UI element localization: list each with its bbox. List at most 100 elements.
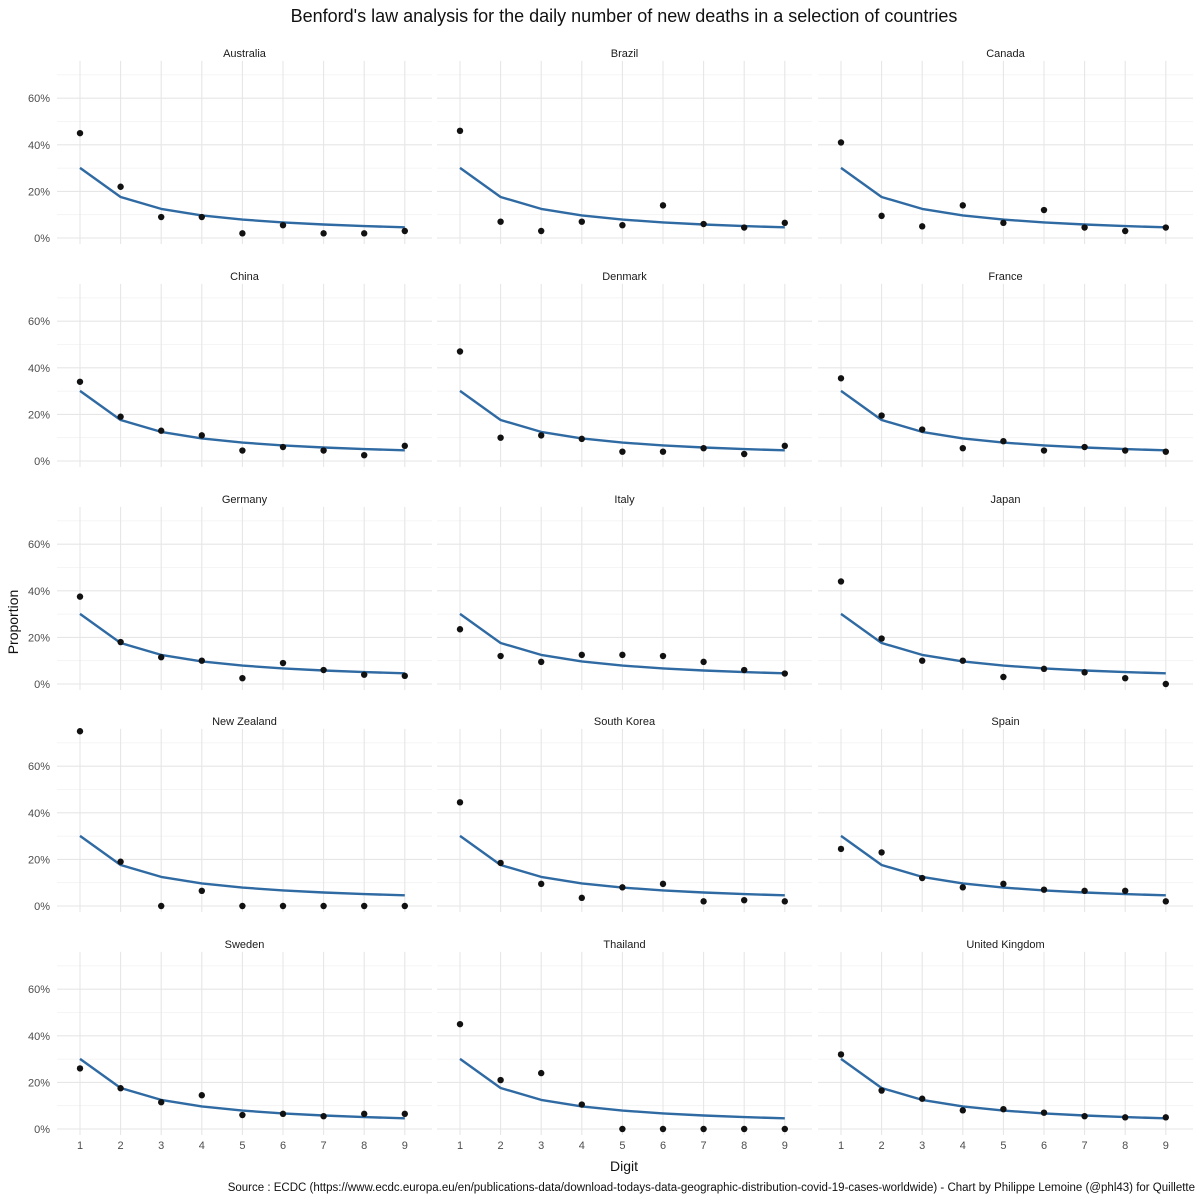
- y-tick-label: 60%: [28, 761, 50, 773]
- observed-point: [878, 849, 885, 856]
- observed-point: [1162, 448, 1170, 455]
- observed-point: [117, 413, 124, 420]
- observed-point: [158, 902, 165, 910]
- observed-point: [117, 638, 124, 646]
- facet-panel: Sweden 0% 20% 40% 60% 1 2 3 4 5 6 7 8 9: [28, 939, 432, 1152]
- observed-point: [538, 1069, 545, 1077]
- observed-point: [700, 658, 707, 666]
- observed-point: [497, 859, 504, 867]
- observed-point: [1081, 669, 1088, 676]
- observed-point: [1162, 680, 1170, 688]
- observed-point: [1000, 1105, 1007, 1113]
- facet-panel: Italy: [437, 494, 812, 690]
- facet-panel: Denmark: [437, 271, 812, 467]
- x-tick-label: 2: [498, 1140, 504, 1152]
- facet-panel: Spain: [818, 716, 1193, 912]
- observed-point: [781, 442, 788, 450]
- observed-point: [361, 1110, 368, 1118]
- observed-point: [497, 652, 504, 660]
- observed-point: [239, 902, 246, 910]
- observed-point: [619, 884, 626, 891]
- observed-point: [320, 666, 327, 674]
- observed-point: [700, 1125, 707, 1133]
- observed-point: [401, 1110, 408, 1118]
- y-tick-label: 40%: [28, 363, 50, 375]
- y-tick-label: 20%: [28, 186, 50, 198]
- observed-point: [456, 348, 464, 355]
- observed-point: [497, 218, 504, 225]
- observed-point: [781, 219, 788, 227]
- observed-point: [837, 1051, 845, 1058]
- x-tick-label: 6: [1041, 1140, 1047, 1152]
- observed-point: [1000, 673, 1007, 681]
- observed-point: [919, 657, 926, 664]
- observed-point: [659, 880, 667, 888]
- observed-point: [401, 227, 408, 235]
- observed-point: [578, 218, 585, 225]
- benford-expected-line: [840, 834, 1166, 897]
- observed-point: [919, 874, 926, 882]
- observed-point: [538, 227, 545, 235]
- observed-point: [239, 447, 246, 454]
- observed-point: [1040, 206, 1048, 214]
- observed-point: [659, 652, 667, 660]
- y-tick-label: 0%: [34, 679, 50, 691]
- observed-point: [878, 212, 885, 220]
- observed-point: [361, 671, 368, 678]
- observed-point: [158, 213, 165, 221]
- observed-point: [919, 426, 926, 433]
- facet-panel: China 0% 20% 40% 60%: [28, 271, 432, 468]
- x-axis-title: Digit: [610, 1158, 638, 1174]
- observed-point: [741, 896, 748, 904]
- observed-point: [456, 1020, 464, 1028]
- observed-point: [959, 657, 966, 664]
- facet-label: New Zealand: [212, 716, 277, 728]
- benford-expected-line: [459, 166, 785, 229]
- facet-panel: Canada: [818, 48, 1193, 244]
- observed-point: [158, 427, 165, 434]
- facet-label: Canada: [986, 48, 1025, 60]
- observed-point: [320, 902, 327, 910]
- observed-point: [837, 375, 845, 382]
- x-tick-label: 5: [1000, 1140, 1006, 1152]
- observed-point: [76, 728, 84, 735]
- observed-point: [578, 1101, 585, 1108]
- chart-title: Benford's law analysis for the daily num…: [291, 6, 958, 26]
- observed-point: [959, 444, 966, 452]
- facet-panel: New Zealand 0% 20% 40% 60%: [28, 716, 432, 913]
- observed-point: [659, 202, 667, 209]
- y-tick-label: 0%: [34, 456, 50, 468]
- observed-point: [538, 432, 545, 439]
- observed-point: [1040, 1109, 1048, 1116]
- x-tick-label: 3: [538, 1140, 544, 1152]
- observed-point: [1081, 224, 1088, 231]
- facet-label: China: [230, 271, 260, 283]
- facet-label: Brazil: [611, 48, 639, 60]
- facet-label: Australia: [223, 48, 267, 60]
- benford-expected-line: [79, 166, 405, 229]
- observed-point: [117, 183, 124, 190]
- y-tick-label: 0%: [34, 233, 50, 245]
- observed-point: [279, 443, 287, 451]
- observed-point: [1122, 447, 1129, 454]
- observed-point: [741, 224, 748, 231]
- x-tick-label: 6: [660, 1140, 666, 1152]
- observed-point: [320, 230, 327, 237]
- observed-point: [741, 666, 748, 674]
- benford-expected-line: [79, 612, 405, 675]
- x-tick-label: 3: [919, 1140, 925, 1152]
- observed-point: [1162, 1114, 1170, 1121]
- observed-point: [239, 230, 246, 237]
- observed-point: [781, 898, 788, 905]
- observed-point: [1040, 447, 1048, 454]
- observed-point: [1162, 224, 1170, 231]
- observed-point: [959, 884, 966, 891]
- observed-point: [1122, 1114, 1129, 1121]
- observed-point: [1000, 437, 1007, 445]
- x-tick-label: 1: [77, 1140, 83, 1152]
- observed-point: [781, 1125, 788, 1133]
- observed-point: [1081, 887, 1088, 895]
- observed-point: [401, 902, 408, 910]
- observed-point: [578, 435, 585, 443]
